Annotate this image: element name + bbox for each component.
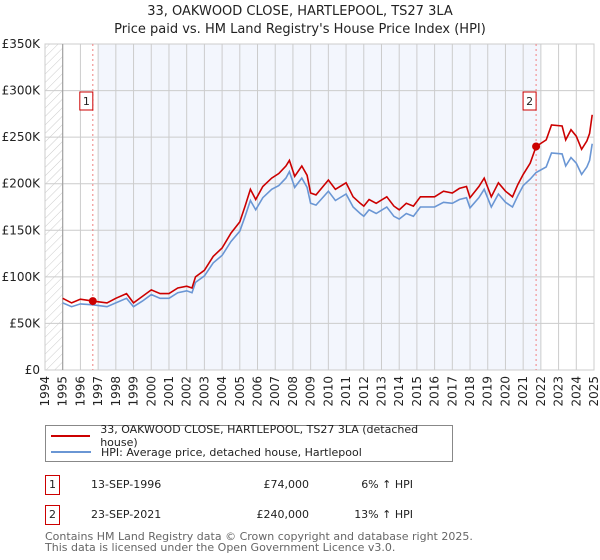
y-tick-label: £150K [2,223,42,237]
transaction-date: 23-SEP-2021 [91,508,162,521]
x-tick-label: 1994 [38,376,52,407]
price-chart: £0 £50K £100K £150K £200K £250K £300K £350K 1994… [2,37,600,407]
legend-item-property: 33, OAKWOOD CLOSE, HARTLEPOOL, TS27 3LA … [51,423,452,449]
transaction-hpi: 13% ↑ HPI [354,508,413,521]
x-tick-label: 2014 [392,376,406,407]
hatched-region [45,44,63,370]
y-tick-label: £100K [2,270,42,284]
transaction-badge: 2 [45,505,60,525]
transaction-price: £74,000 [263,478,310,491]
chart-title-line2: Price paid vs. HM Land Registry's House … [114,22,486,37]
x-tick-label: 1995 [56,376,70,407]
x-tick-label: 2008 [286,376,300,407]
sale-badge: 2 [522,91,537,111]
x-tick-label: 2012 [357,376,371,407]
transaction-row: 1 13-SEP-1996 £74,000 6% ↑ HPI [45,475,465,495]
sale-point [88,297,97,306]
x-tick-label: 2001 [162,376,176,407]
shaded-region [98,44,541,370]
x-tick-label: 2019 [481,376,495,407]
y-tick-label: £300K [2,84,42,98]
sale-badge-label: 2 [526,95,533,108]
sale-badge-label: 1 [83,95,90,108]
x-tick-label: 1997 [91,376,105,407]
x-tick-label: 2024 [569,376,583,407]
legend-swatch-red [51,435,91,437]
y-tick-label: £50K [9,316,41,330]
x-tick-label: 2017 [445,376,459,407]
x-tick-label: 1996 [73,376,87,407]
y-tick-label: £0 [25,363,40,377]
legend-swatch-blue [51,451,91,453]
transaction-hpi: 6% ↑ HPI [361,478,413,491]
sale-point [532,142,541,151]
sale-badge-box [522,91,537,111]
x-tick-label: 2015 [410,376,424,407]
x-tick-label: 2023 [552,376,566,407]
footer-copyright: Contains HM Land Registry data © Crown c… [45,530,473,543]
x-tick-label: 2009 [304,376,318,407]
x-tick-label: 2022 [534,376,548,407]
x-tick-label: 2011 [339,376,353,407]
x-tick-label: 2021 [516,376,530,407]
x-tick-label: 2013 [374,376,388,407]
transaction-price: £240,000 [256,508,310,521]
legend: 33, OAKWOOD CLOSE, HARTLEPOOL, TS27 3LA … [45,423,453,462]
x-tick-label: 2003 [197,376,211,407]
y-tick-label: £200K [2,177,42,191]
sale-badge: 1 [79,91,94,111]
x-tick-label: 2010 [321,376,335,407]
y-tick-label: £350K [2,37,42,51]
footer-licence: This data is licensed under the Open Gov… [45,541,396,554]
x-tick-label: 2004 [215,376,229,407]
transaction-row: 2 23-SEP-2021 £240,000 13% ↑ HPI [45,505,465,525]
x-tick-label: 2005 [233,376,247,407]
x-tick-label: 2002 [180,376,194,407]
x-tick-label: 2000 [144,376,158,407]
legend-label-hpi: HPI: Average price, detached house, Hart… [101,445,362,459]
x-tick-label: 2025 [587,376,600,407]
series-line-hpi [62,143,593,308]
legend-label-property: 33, OAKWOOD CLOSE, HARTLEPOOL, TS27 3LA … [100,423,419,449]
x-tick-label: 2018 [463,376,477,407]
x-tick-label: 1999 [127,376,141,407]
x-tick-label: 1998 [109,376,123,407]
transaction-badge: 1 [45,475,60,495]
y-tick-label: £250K [2,130,42,144]
sale-badge-box [79,91,94,111]
series-line-property [62,114,593,305]
x-tick-label: 2020 [498,376,512,407]
x-tick-label: 2006 [251,376,265,407]
x-tick-label: 2007 [268,376,282,407]
transaction-date: 13-SEP-1996 [91,478,162,491]
legend-item-hpi: HPI: Average price, detached house, Hart… [51,444,362,460]
x-tick-label: 2016 [428,376,442,407]
chart-title-line1: 33, OAKWOOD CLOSE, HARTLEPOOL, TS27 3LA [147,4,453,19]
